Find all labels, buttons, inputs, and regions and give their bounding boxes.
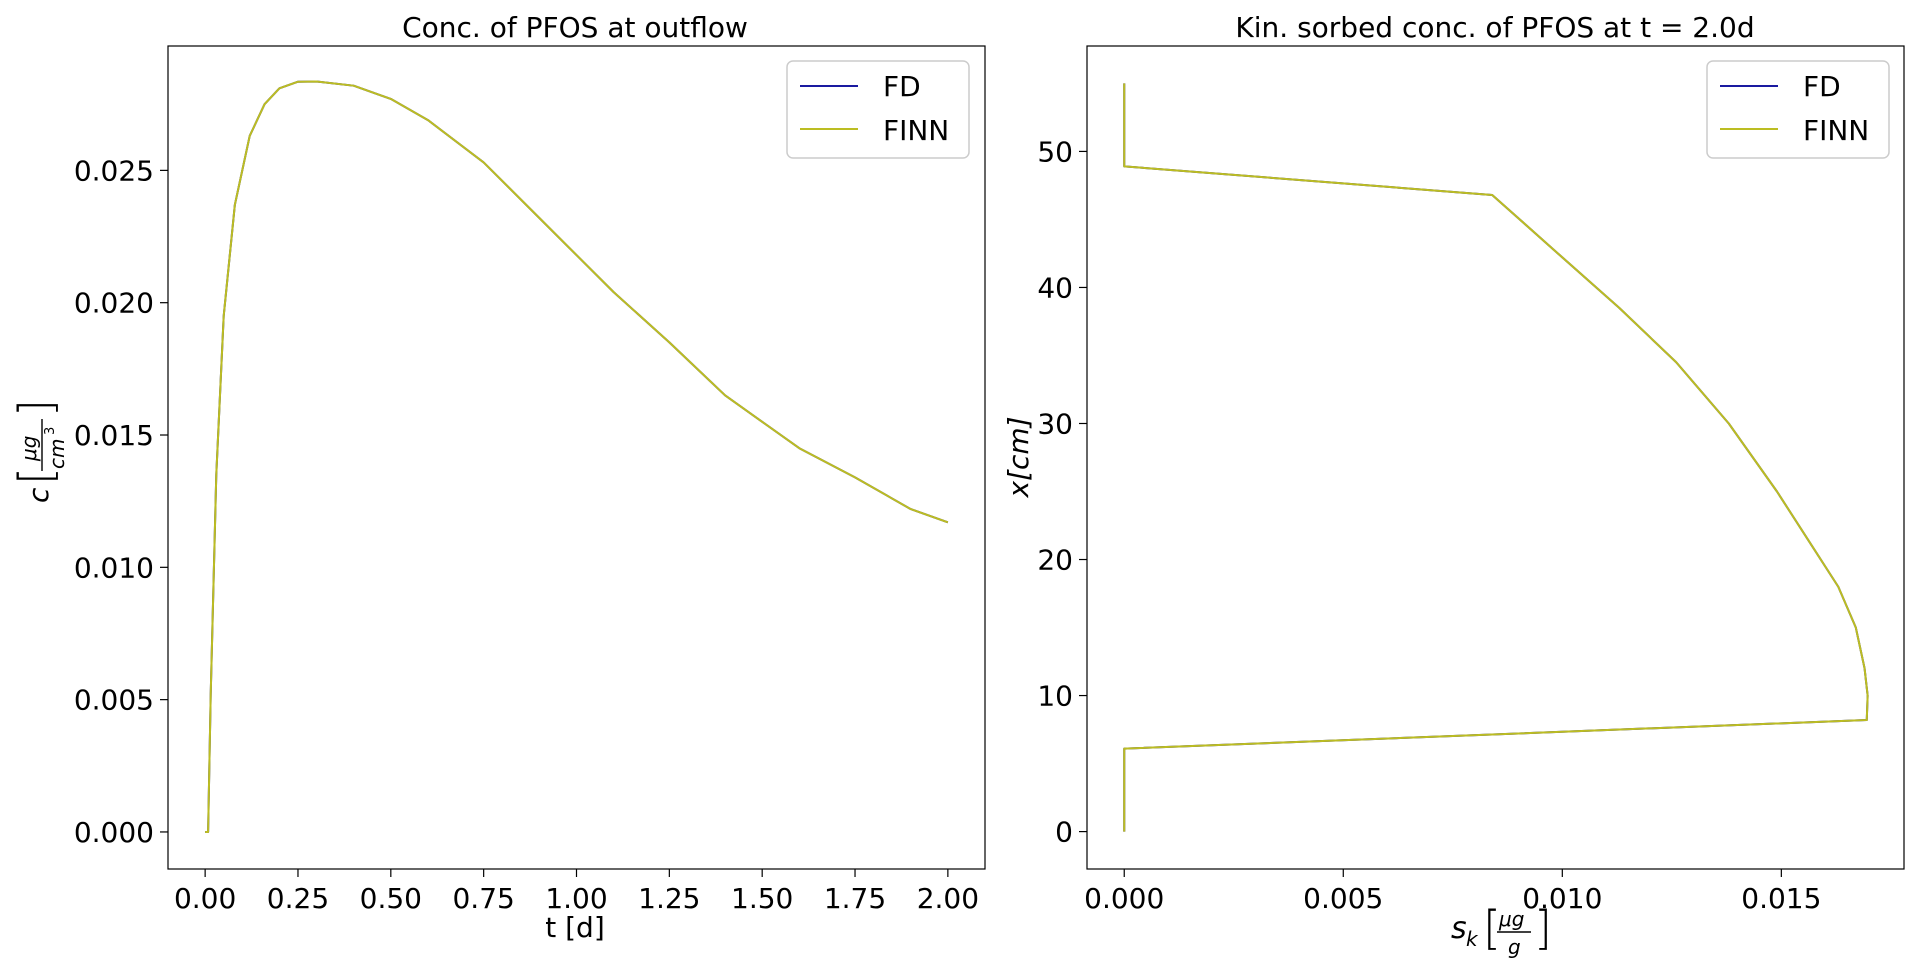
chart-sorbed-concentration: Kin. sorbed conc. of PFOS at t = 2.0d 0.… [1002,11,1905,959]
y-axis-label: c [ μg cm 3 ] [9,399,69,503]
y-tick-label: 30 [1037,407,1073,440]
x-tick-label: 1.00 [545,882,607,915]
x-tick-label: 0.005 [1303,882,1383,915]
y-tick-label: 50 [1037,135,1073,168]
y-ticks: 0.000 0.005 0.010 0.015 0.020 0.025 [74,154,168,849]
svg-text:k: k [1466,927,1479,951]
x-tick-label: 0.50 [360,882,422,915]
series-lines [205,80,949,833]
svg-text:[: [ [9,467,63,485]
legend: FD FINN [1706,60,1890,159]
legend-label-fd: FD [1803,70,1841,103]
x-tick-label: 0.00 [174,882,236,915]
series-line-fd [1123,83,1869,832]
plot-frame [167,45,986,870]
svg-text:3: 3 [43,427,58,435]
y-tick-label: 0.010 [74,551,154,584]
svg-text:[: [ [1483,901,1501,955]
y-axis-label: x[cm] [1002,416,1035,498]
series-line-finn [205,80,949,833]
legend-label-finn: FINN [883,114,949,147]
svg-text:μg: μg [1498,907,1524,931]
svg-text:]: ] [1534,901,1552,955]
y-tick-label: 40 [1037,271,1073,304]
y-tick-label: 0.005 [74,684,154,717]
x-tick-label: 0.25 [267,882,329,915]
svg-text:g: g [1508,935,1521,959]
y-tick-label: 0 [1055,816,1073,849]
x-ticks: 0.00 0.25 0.50 0.75 1.00 1.25 1.50 1.75 2.00 [174,869,979,915]
legend: FD FINN [786,60,970,159]
series-line-fd [205,80,949,833]
x-tick-label: 0.010 [1522,882,1602,915]
y-tick-label: 0.020 [74,287,154,320]
svg-text:c: c [22,487,55,503]
plot-frame [1086,45,1905,870]
series-lines [1123,83,1869,832]
chart-title: Kin. sorbed conc. of PFOS at t = 2.0d [1235,11,1754,44]
y-tick-label: 10 [1037,680,1073,713]
y-ticks: 0 10 20 30 40 50 [1037,135,1087,849]
legend-label-finn: FINN [1803,114,1869,147]
series-line-finn [1123,83,1869,832]
chart-title: Conc. of PFOS at outflow [402,11,748,44]
x-tick-label: 0.015 [1741,882,1821,915]
x-tick-label: 1.25 [638,882,700,915]
y-tick-label: 0.015 [74,419,154,452]
x-axis-label: s k [ μg g ] [1451,901,1552,959]
x-ticks: 0.000 0.005 0.010 0.015 [1084,869,1821,915]
y-tick-label: 20 [1037,544,1073,577]
x-tick-label: 1.75 [824,882,886,915]
legend-label-fd: FD [883,70,921,103]
x-tick-label: 1.50 [731,882,793,915]
y-tick-label: 0.025 [74,154,154,187]
svg-text:μg: μg [17,436,41,462]
x-tick-label: 0.000 [1084,882,1164,915]
svg-text:cm: cm [45,439,69,469]
x-tick-label: 2.00 [917,882,979,915]
x-tick-label: 0.75 [452,882,514,915]
svg-text:]: ] [9,399,63,417]
svg-text:s: s [1451,911,1467,946]
x-axis-label: t [d] [545,911,605,944]
y-tick-label: 0.000 [74,816,154,849]
chart-outflow-concentration: Conc. of PFOS at outflow 0.00 0.25 0.50 0.7… [9,11,986,944]
